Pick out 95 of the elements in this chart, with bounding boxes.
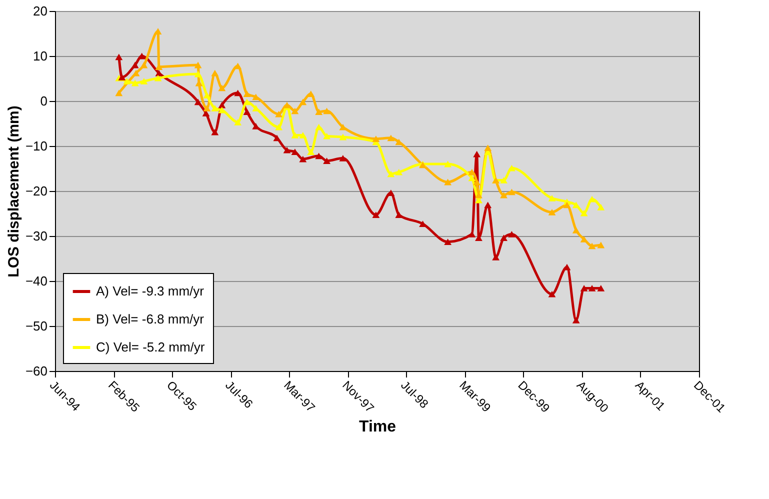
point [500, 192, 508, 198]
point [211, 70, 219, 76]
point [372, 136, 380, 142]
point [588, 242, 596, 250]
point [387, 134, 395, 142]
point [572, 226, 580, 234]
point [140, 62, 148, 68]
y-axis-title: LOS displacement (mm) [5, 106, 22, 278]
point [131, 62, 139, 68]
point [597, 284, 605, 292]
point [194, 70, 202, 78]
point [444, 238, 452, 246]
point [468, 174, 476, 182]
point [572, 316, 580, 324]
point [243, 90, 251, 98]
point [315, 152, 323, 160]
point [580, 210, 588, 216]
point [473, 178, 481, 186]
point [252, 94, 260, 100]
point [275, 124, 283, 130]
point [580, 284, 588, 292]
point [275, 110, 283, 118]
y-tick-label: −40 [25, 274, 48, 288]
y-tick-label: 20 [33, 4, 48, 18]
point [508, 230, 516, 238]
point [548, 290, 556, 298]
point [339, 154, 347, 162]
point [115, 90, 123, 96]
point [444, 160, 452, 168]
point [339, 124, 347, 130]
point [500, 234, 508, 242]
point [339, 134, 347, 140]
point [299, 132, 307, 138]
legend-label: B) Vel= -6.8 mm/yr [96, 312, 205, 326]
point [597, 242, 605, 248]
point [123, 78, 131, 84]
point [273, 134, 281, 142]
y-tick-label: −50 [25, 318, 48, 334]
point [323, 108, 330, 114]
point [243, 98, 251, 106]
point [115, 54, 123, 60]
point [484, 144, 492, 152]
point [588, 196, 596, 202]
point [291, 108, 299, 114]
point [194, 98, 202, 106]
point [131, 80, 139, 86]
point [548, 194, 556, 202]
point [299, 98, 307, 106]
point [563, 202, 571, 208]
point [194, 62, 202, 68]
y-tick-label: −60 [25, 364, 48, 378]
point [500, 176, 508, 184]
point [211, 128, 219, 136]
point [154, 74, 162, 82]
point [588, 284, 596, 292]
point [508, 188, 516, 196]
point [444, 178, 452, 186]
point [203, 92, 211, 98]
point [283, 146, 291, 154]
point [307, 90, 315, 98]
point [548, 208, 556, 216]
point [203, 104, 211, 112]
point [299, 156, 307, 162]
point [473, 150, 481, 158]
point [155, 70, 163, 76]
point [484, 202, 492, 208]
point [132, 70, 140, 76]
x-axis-title: Time [358, 418, 396, 436]
point [234, 118, 242, 126]
y-tick-label: −30 [25, 228, 48, 244]
point [323, 158, 330, 164]
y-tick-label: 10 [33, 48, 48, 64]
point [315, 108, 323, 116]
legend-label: A) Vel= -9.3 mm/yr [96, 284, 205, 298]
y-tick-label: 0 [40, 94, 48, 108]
point [492, 254, 500, 260]
point [211, 104, 219, 112]
point [118, 74, 126, 80]
point [395, 168, 403, 176]
y-tick-label: −10 [25, 138, 48, 154]
point [218, 106, 226, 114]
point [468, 230, 476, 238]
point [307, 148, 315, 156]
point [218, 84, 226, 92]
y-tick-label: −20 [25, 184, 48, 198]
point [580, 236, 588, 242]
legend-label: C) Vel= -5.2 mm/yr [96, 340, 206, 354]
point [597, 204, 605, 210]
point [243, 108, 251, 116]
point [218, 102, 226, 108]
point [387, 170, 395, 178]
point [323, 132, 330, 140]
point [140, 78, 148, 84]
point [372, 212, 380, 218]
point [291, 132, 299, 138]
